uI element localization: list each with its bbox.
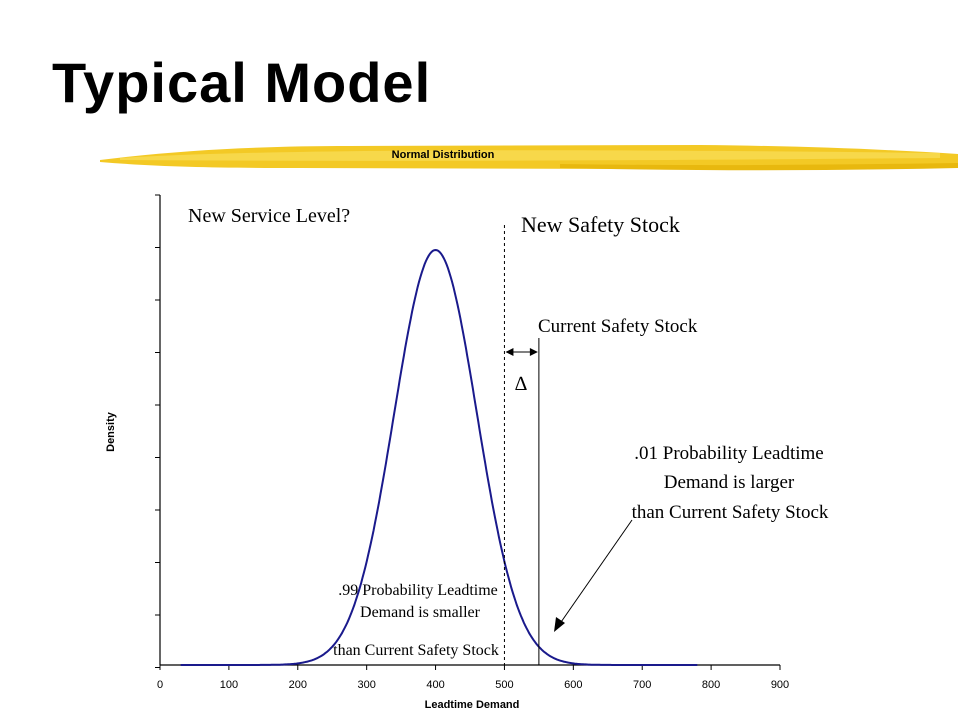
current-safety-stock-label: Current Safety Stock <box>538 316 698 337</box>
normal-curve <box>180 248 698 666</box>
right-tail-annotation: .01 Probability Leadtime Demand is large… <box>632 443 829 523</box>
x-tick-label: 100 <box>220 679 238 691</box>
x-tick-label: 900 <box>771 679 789 691</box>
x-tick-label: 0 <box>157 679 163 691</box>
right-tail-arrow <box>554 519 633 632</box>
x-tick-label: 600 <box>564 679 582 691</box>
x-tick-label: 700 <box>633 679 651 691</box>
x-tick-label: 200 <box>289 679 307 691</box>
x-tick-label: 500 <box>495 679 513 691</box>
x-tick-label: 400 <box>426 679 444 691</box>
right-tail-line-2: Demand is larger <box>664 472 795 493</box>
left-area-line-3: than Current Safety Stock <box>333 642 499 659</box>
left-area-line-2: Demand is smaller <box>360 604 481 621</box>
left-area-annotation: .99 Probability Leadtime Demand is small… <box>333 582 499 659</box>
y-axis-ticks <box>155 194 160 668</box>
x-tick-label: 800 <box>702 679 720 691</box>
y-axis-label: Density <box>105 411 117 452</box>
new-service-level-label: New Service Level? <box>188 205 350 227</box>
x-axis-ticks: 0 100 200 300 400 500 600 700 800 900 <box>157 665 789 691</box>
title-banner <box>100 145 958 171</box>
delta-symbol: ∆ <box>515 373 527 395</box>
x-tick-label: 300 <box>357 679 375 691</box>
x-axis-label: Leadtime Demand <box>425 699 520 711</box>
delta-arrow <box>505 348 538 356</box>
right-tail-line-3: than Current Safety Stock <box>632 502 829 523</box>
right-tail-line-1: .01 Probability Leadtime <box>634 443 823 464</box>
slide-title: Typical Model <box>52 51 432 114</box>
new-safety-stock-label: New Safety Stock <box>521 212 680 237</box>
left-area-line-1: .99 Probability Leadtime <box>338 582 498 599</box>
chart-title: Normal Distribution <box>392 149 495 161</box>
